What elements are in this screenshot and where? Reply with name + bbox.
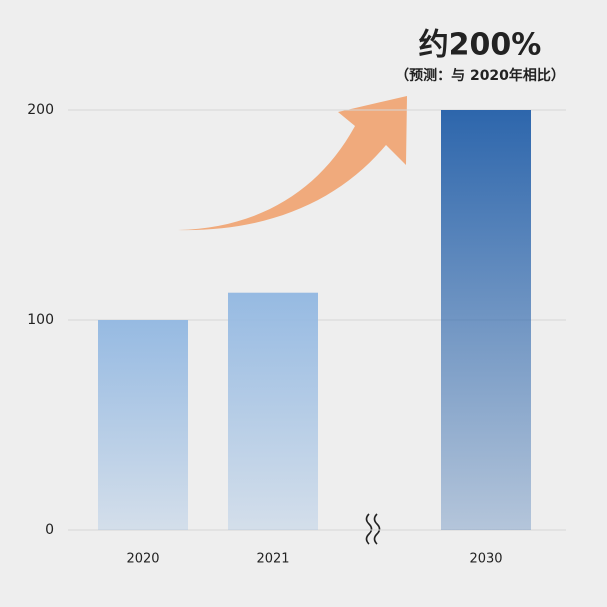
bar <box>441 110 531 530</box>
annotation: 约200% <box>419 28 542 63</box>
bar <box>228 292 318 530</box>
y-tick-label: 200 <box>27 102 54 118</box>
axis-break <box>365 513 381 545</box>
growth-arrow <box>178 96 407 231</box>
bar <box>98 320 188 530</box>
y-tick-label: 100 <box>27 312 54 328</box>
break-line <box>365 513 373 545</box>
annotation-note: （预测：与 2020年相比） <box>395 67 565 84</box>
x-tick-label: 2030 <box>469 552 502 567</box>
x-tick-label: 2020 <box>126 552 159 567</box>
y-tick-label: 0 <box>45 522 54 538</box>
break-line <box>373 513 381 545</box>
x-tick-label: 2021 <box>256 552 289 567</box>
